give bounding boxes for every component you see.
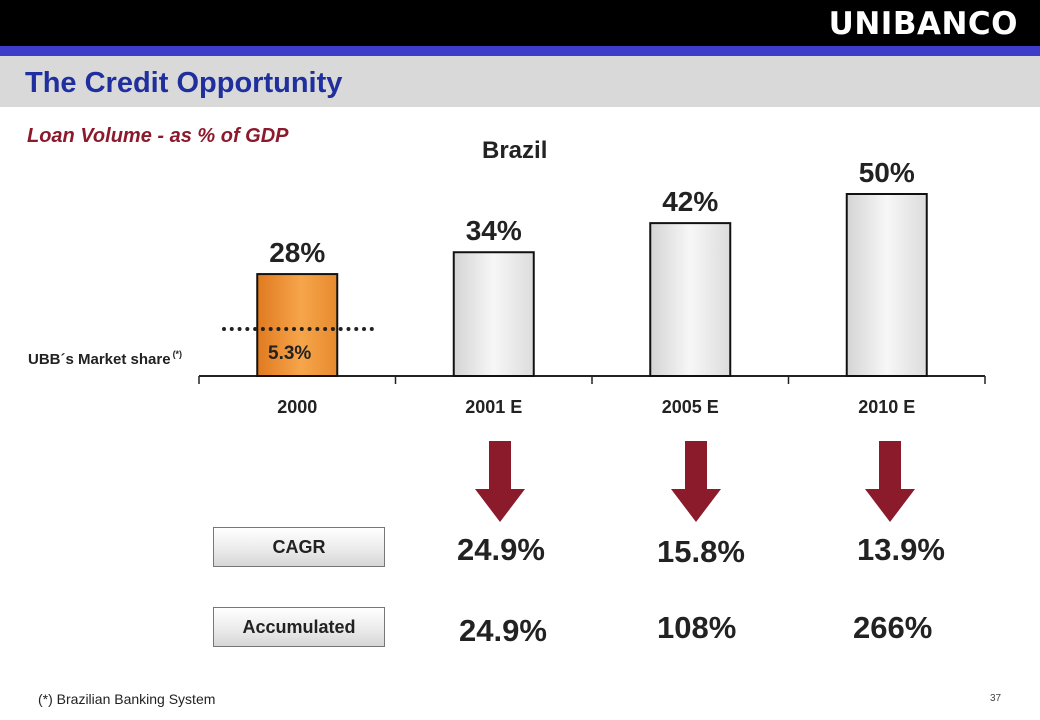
bar-value-label: 50% (859, 157, 915, 188)
bar-2000 (256, 273, 339, 377)
bar-value-label: 28% (269, 237, 325, 268)
top-bar (0, 0, 1040, 46)
down-arrow-icon (475, 441, 525, 523)
bar-2001-e (452, 251, 535, 378)
x-tick-label: 2010 E (858, 397, 915, 417)
footnote: (*) Brazilian Banking System (38, 691, 216, 707)
x-tick-label: 2001 E (465, 397, 522, 417)
accumulated-value-2010: 266% (853, 610, 933, 645)
chart-title: Brazil (482, 137, 548, 164)
accumulated-label-box: Accumulated (213, 607, 385, 647)
bar-2005-e (649, 222, 732, 377)
unibanco-logo: UNIBANCO (828, 6, 1018, 42)
x-tick-label: 2000 (277, 397, 317, 417)
x-tick-label: 2005 E (662, 397, 719, 417)
cagr-label-box: CAGR (213, 527, 385, 567)
down-arrow-icon (671, 441, 721, 523)
page-title: The Credit Opportunity (25, 67, 343, 99)
market-share-label: UBB´s Market share (*) (28, 349, 183, 368)
market-share-value: 5.3% (268, 343, 312, 364)
accumulated-value-2005: 108% (657, 610, 737, 645)
market-share-dotted-line (222, 327, 374, 331)
down-arrow-icon (865, 441, 915, 523)
bar-value-label: 42% (662, 186, 718, 217)
bar-value-label: 34% (466, 215, 522, 246)
title-bar (0, 56, 1040, 107)
page-number: 37 (990, 693, 1002, 704)
bar-2010-e (845, 193, 928, 377)
accumulated-value-2001: 24.9% (459, 613, 547, 648)
cagr-value-2001: 24.9% (457, 532, 545, 567)
market-share-note: (*) (172, 349, 183, 359)
cagr-value-2010: 13.9% (857, 532, 945, 567)
blue-stripe (0, 46, 1040, 56)
cagr-value-2005: 15.8% (657, 534, 745, 569)
chart-subtitle: Loan Volume - as % of GDP (27, 125, 289, 147)
